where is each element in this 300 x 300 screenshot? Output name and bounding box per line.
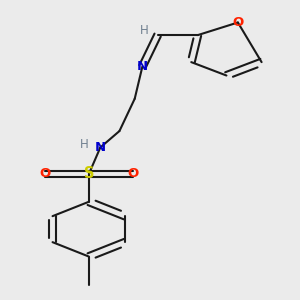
Text: S: S [84, 167, 94, 182]
Text: H: H [140, 24, 148, 37]
Text: H: H [80, 138, 88, 151]
Text: O: O [39, 167, 50, 181]
Text: O: O [232, 16, 244, 29]
Text: N: N [95, 141, 106, 154]
Text: O: O [127, 167, 138, 181]
Text: N: N [137, 60, 148, 73]
